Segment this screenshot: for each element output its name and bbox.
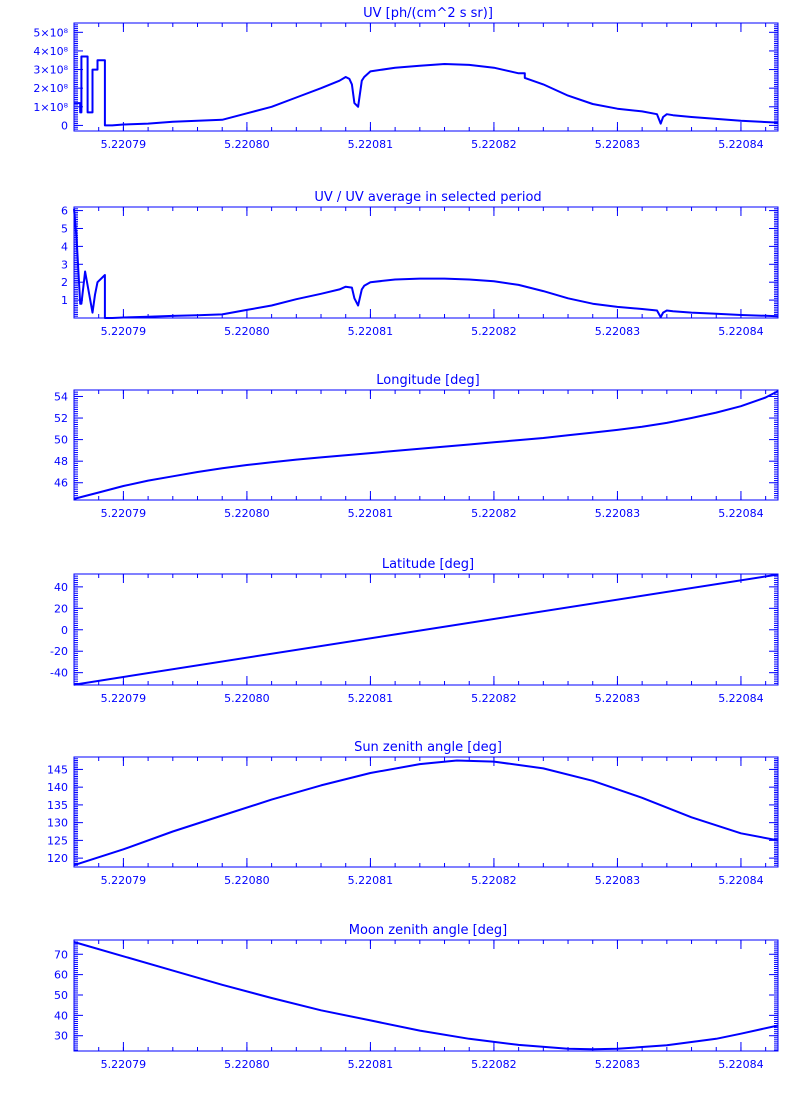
y-tick-label: 40	[54, 1009, 68, 1022]
x-tick-label: 5.22084	[718, 1058, 764, 1071]
y-tick-label: 1×10⁸	[33, 101, 68, 114]
x-tick-label: 5.22083	[595, 692, 641, 705]
y-tick-label: 4	[61, 240, 68, 253]
y-tick-label: 120	[47, 852, 68, 865]
y-tick-label: 5	[61, 222, 68, 235]
plot-frame	[73, 389, 779, 501]
x-tick-label: 5.22081	[348, 138, 394, 151]
x-tick-label: 5.22084	[718, 325, 764, 338]
x-tick-label: 5.22083	[595, 138, 641, 151]
chart-title: Sun zenith angle [deg]	[354, 740, 502, 755]
x-tick-label: 5.22079	[101, 325, 147, 338]
y-tick-label: 60	[54, 969, 68, 982]
x-tick-label: 5.22083	[595, 1058, 641, 1071]
x-tick-label: 5.22082	[471, 874, 517, 887]
y-tick-label: 50	[54, 989, 68, 1002]
chart-title: Longitude [deg]	[376, 373, 479, 388]
x-tick-label: 5.22082	[471, 325, 517, 338]
y-tick-label: 70	[54, 948, 68, 961]
chart-title: UV [ph/(cm^2 s sr)]	[363, 6, 493, 21]
x-tick-label: 5.22081	[348, 325, 394, 338]
x-tick-label: 5.22079	[101, 874, 147, 887]
x-tick-label: 5.22082	[471, 1058, 517, 1071]
x-tick-label: 5.22080	[224, 692, 270, 705]
series-line	[73, 573, 779, 686]
plot-frame	[73, 756, 779, 868]
x-tick-label: 5.22079	[101, 138, 147, 151]
x-tick-label: 5.22081	[348, 874, 394, 887]
chart-panel-6: Moon zenith angle [deg] 5.22079 5.22080 5.2…	[54, 923, 779, 1071]
series-line	[73, 941, 779, 1051]
y-tick-label: 130	[47, 817, 68, 830]
chart-panel-3: Longitude [deg] 5.22079 5.22080 5.22081 5.22…	[54, 373, 779, 520]
chart-title: UV / UV average in selected period	[314, 190, 541, 205]
y-tick-label: 54	[54, 390, 68, 403]
x-tick-label: 5.22083	[595, 874, 641, 887]
y-tick-label: 3	[61, 258, 68, 271]
chart-panel-5: Sun zenith angle [deg] 5.22079 5.22080 5.22…	[47, 740, 779, 887]
x-tick-label: 5.22081	[348, 1058, 394, 1071]
x-tick-label: 5.22080	[224, 138, 270, 151]
y-tick-label: 5×10⁸	[33, 26, 68, 39]
series-line	[73, 208, 779, 319]
x-tick-label: 5.22084	[718, 874, 764, 887]
x-tick-label: 5.22082	[471, 507, 517, 520]
y-tick-label: 2	[61, 276, 68, 289]
y-tick-label: 145	[47, 763, 68, 776]
y-tick-label: 20	[54, 602, 68, 615]
x-tick-label: 5.22083	[595, 325, 641, 338]
x-tick-label: 5.22083	[595, 507, 641, 520]
series-line	[74, 55, 779, 127]
x-tick-label: 5.22084	[718, 692, 764, 705]
series-line	[73, 390, 779, 500]
y-tick-label: 0	[61, 119, 68, 132]
x-tick-label: 5.22084	[718, 507, 764, 520]
y-tick-label: 40	[54, 581, 68, 594]
y-tick-label: 0	[61, 624, 68, 637]
y-tick-label: 125	[47, 834, 68, 847]
x-tick-label: 5.22082	[471, 692, 517, 705]
y-tick-label: 6	[61, 205, 68, 218]
chart-panel-2: UV / UV average in selected period 5.2207…	[61, 190, 779, 338]
y-tick-label: 46	[54, 477, 68, 490]
x-tick-label: 5.22084	[718, 138, 764, 151]
y-tick-label: 1	[61, 294, 68, 307]
x-tick-label: 5.22079	[101, 692, 147, 705]
chart-panel-1: UV [ph/(cm^2 s sr)] 5.22079 5.22080 5.22081…	[33, 6, 779, 151]
x-tick-label: 5.22079	[101, 1058, 147, 1071]
y-tick-label: 52	[54, 412, 68, 425]
series-line	[73, 759, 779, 867]
x-tick-label: 5.22079	[101, 507, 147, 520]
y-tick-label: -20	[50, 645, 68, 658]
x-tick-label: 5.22080	[224, 1058, 270, 1071]
x-tick-label: 5.22082	[471, 138, 517, 151]
x-tick-label: 5.22080	[224, 507, 270, 520]
y-tick-label: 135	[47, 799, 68, 812]
y-tick-label: 2×10⁸	[33, 82, 68, 95]
x-tick-label: 5.22081	[348, 692, 394, 705]
chart-title: Moon zenith angle [deg]	[349, 923, 507, 938]
y-tick-label: 3×10⁸	[33, 64, 68, 77]
chart-panel-4: Latitude [deg] 5.22079 5.22080 5.22081 5.220…	[50, 557, 779, 705]
x-tick-label: 5.22080	[224, 874, 270, 887]
y-tick-label: 30	[54, 1030, 68, 1043]
plot-frame	[73, 939, 779, 1052]
y-tick-label: 48	[54, 455, 68, 468]
plot-frame	[73, 206, 779, 319]
chart-title: Latitude [deg]	[382, 557, 474, 572]
y-tick-label: 140	[47, 781, 68, 794]
x-tick-label: 5.22081	[348, 507, 394, 520]
x-tick-label: 5.22080	[224, 325, 270, 338]
y-tick-label: -40	[50, 667, 68, 680]
y-tick-label: 50	[54, 434, 68, 447]
y-tick-label: 4×10⁸	[33, 45, 68, 58]
